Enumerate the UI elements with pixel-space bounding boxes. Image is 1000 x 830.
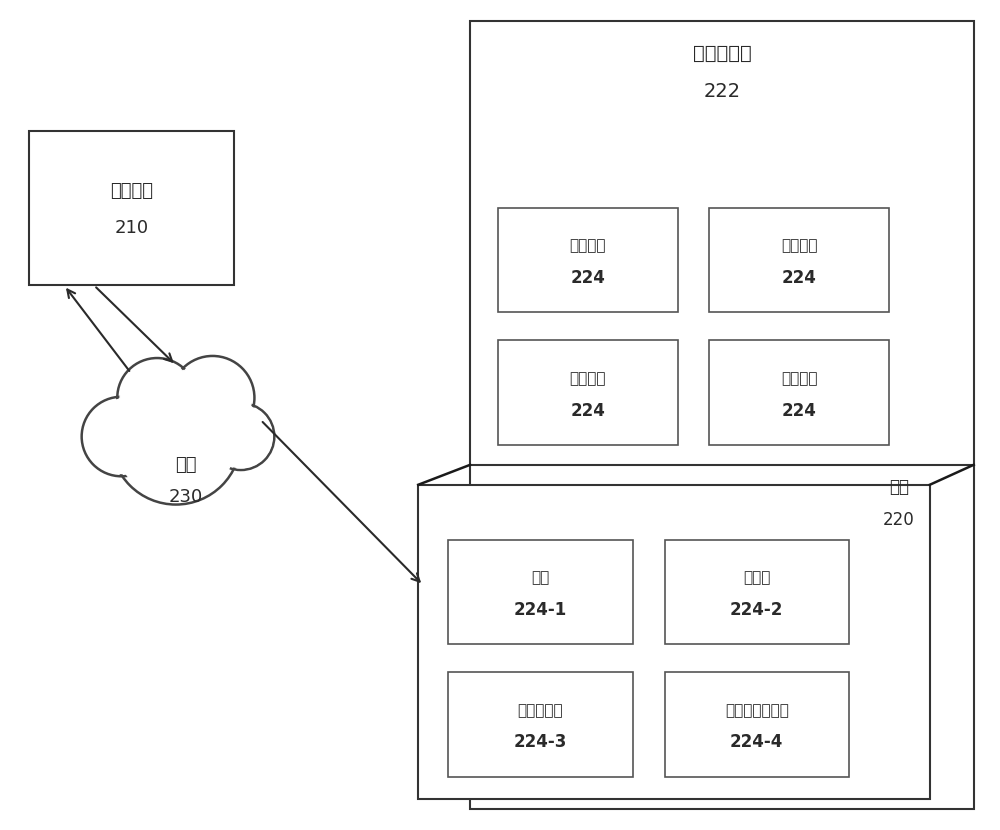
Circle shape xyxy=(84,399,158,473)
Bar xyxy=(709,208,889,312)
Text: 224-2: 224-2 xyxy=(730,601,783,619)
Circle shape xyxy=(120,361,194,435)
Text: 224-1: 224-1 xyxy=(514,601,567,619)
Bar xyxy=(498,340,678,445)
Text: 224: 224 xyxy=(782,402,817,419)
Bar xyxy=(418,485,930,798)
Circle shape xyxy=(174,359,252,437)
Text: 计算资源: 计算资源 xyxy=(570,238,606,254)
Text: 虚拟机监控程序: 虚拟机监控程序 xyxy=(725,703,789,718)
Text: 230: 230 xyxy=(169,488,203,505)
Circle shape xyxy=(111,375,241,505)
Circle shape xyxy=(82,397,161,476)
Text: 224: 224 xyxy=(570,402,605,419)
Bar xyxy=(470,22,974,808)
Text: 224-4: 224-4 xyxy=(730,734,783,751)
Bar xyxy=(665,672,849,777)
Circle shape xyxy=(207,403,274,470)
Text: 224: 224 xyxy=(570,269,605,287)
Text: 平台: 平台 xyxy=(889,478,909,496)
Circle shape xyxy=(117,358,197,437)
Bar xyxy=(448,672,633,777)
Circle shape xyxy=(116,379,236,500)
Text: 用户设备: 用户设备 xyxy=(110,183,153,200)
Text: 220: 220 xyxy=(883,510,915,529)
Text: 计算资源: 计算资源 xyxy=(570,371,606,386)
Text: 网络: 网络 xyxy=(175,456,197,474)
Bar xyxy=(448,540,633,644)
Bar xyxy=(665,540,849,644)
Text: 210: 210 xyxy=(114,219,149,237)
Text: 计算资源: 计算资源 xyxy=(781,238,817,254)
Circle shape xyxy=(171,356,254,440)
Text: 云计算环境: 云计算环境 xyxy=(693,44,751,63)
Text: 计算资源: 计算资源 xyxy=(781,371,817,386)
Text: 224-3: 224-3 xyxy=(514,734,567,751)
Text: 224: 224 xyxy=(782,269,817,287)
Text: 虚拟化存储: 虚拟化存储 xyxy=(518,703,563,718)
Text: 应用: 应用 xyxy=(531,570,550,585)
Text: 222: 222 xyxy=(703,81,740,100)
Bar xyxy=(29,131,234,286)
Circle shape xyxy=(210,405,272,467)
Bar xyxy=(709,340,889,445)
Bar xyxy=(498,208,678,312)
Text: 虚拟机: 虚拟机 xyxy=(743,570,770,585)
